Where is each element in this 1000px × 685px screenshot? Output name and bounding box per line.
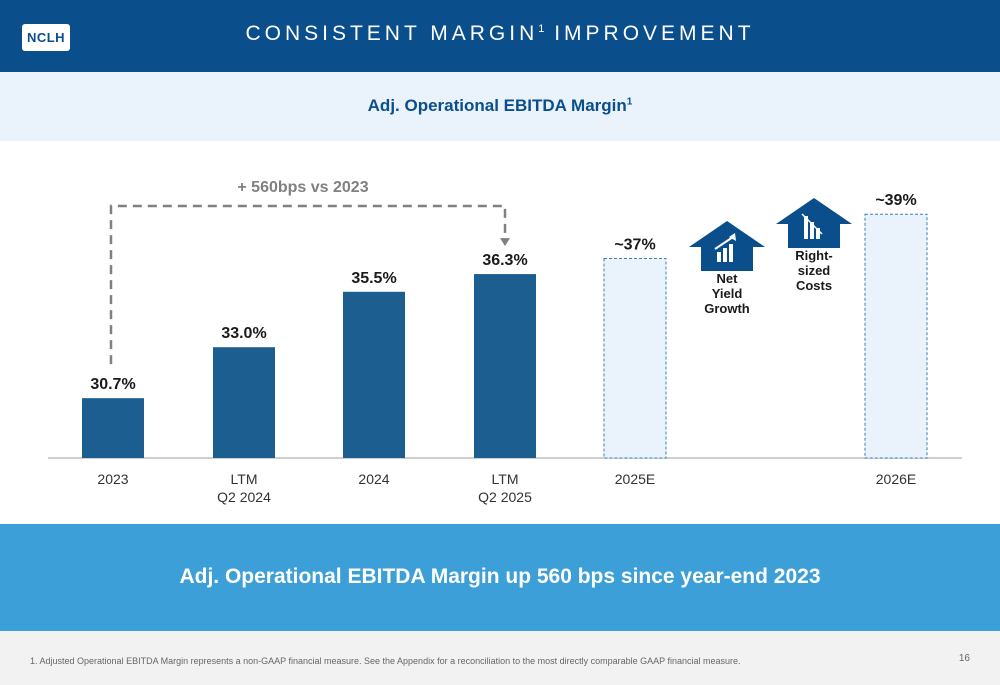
page-title: CONSISTENT MARGIN1 IMPROVEMENT (245, 22, 755, 45)
chart-title: Adj. Operational EBITDA Margin1 (367, 96, 633, 115)
category-label: 2023 (97, 471, 128, 487)
footnote: 1. Adjusted Operational EBITDA Margin re… (30, 656, 741, 666)
category-label: LTM (231, 471, 258, 487)
nclh-logo: NCLH (22, 24, 70, 51)
bar (213, 347, 275, 458)
data-label: 30.7% (90, 376, 135, 393)
page-number: 16 (958, 653, 970, 664)
category-label: 2024 (358, 471, 389, 487)
margin-bar-chart: 30.7% 2023 33.0% LTM Q2 2024 35.5% 2024 36.3% LT… (48, 179, 962, 505)
bracket-arrow (500, 238, 510, 247)
bar (474, 274, 536, 458)
category-label: Q2 2024 (217, 489, 271, 505)
driver-label-right-sized: Right- sized Costs (795, 248, 833, 293)
category-label: 2026E (876, 471, 916, 487)
category-label: Q2 2025 (478, 489, 532, 505)
annotation-label: + 560bps vs 2023 (237, 179, 368, 196)
summary-banner: Adj. Operational EBITDA Margin up 560 bp… (0, 524, 1000, 631)
data-label: ~39% (875, 192, 916, 209)
summary-text: Adj. Operational EBITDA Margin up 560 bp… (179, 565, 821, 588)
header-bar: NCLH CONSISTENT MARGIN1 IMPROVEMENT (0, 0, 1000, 72)
category-label: LTM (492, 471, 519, 487)
category-label: 2025E (615, 471, 655, 487)
data-label: 35.5% (351, 270, 396, 287)
bar-estimate (864, 213, 928, 459)
bar (82, 398, 144, 458)
growth-chart-icon (687, 219, 767, 276)
bar-estimate (603, 258, 667, 459)
declining-chart-icon (774, 196, 854, 253)
footer: 1. Adjusted Operational EBITDA Margin re… (0, 631, 1000, 685)
data-label: 36.3% (482, 252, 527, 269)
driver-label-net-yield: Net Yield Growth (704, 271, 750, 316)
data-label: ~37% (614, 237, 655, 254)
bar (343, 291, 405, 458)
bracket-line (109, 204, 507, 365)
data-label: 33.0% (221, 325, 266, 342)
chart-title-bar: Adj. Operational EBITDA Margin1 (0, 72, 1000, 141)
